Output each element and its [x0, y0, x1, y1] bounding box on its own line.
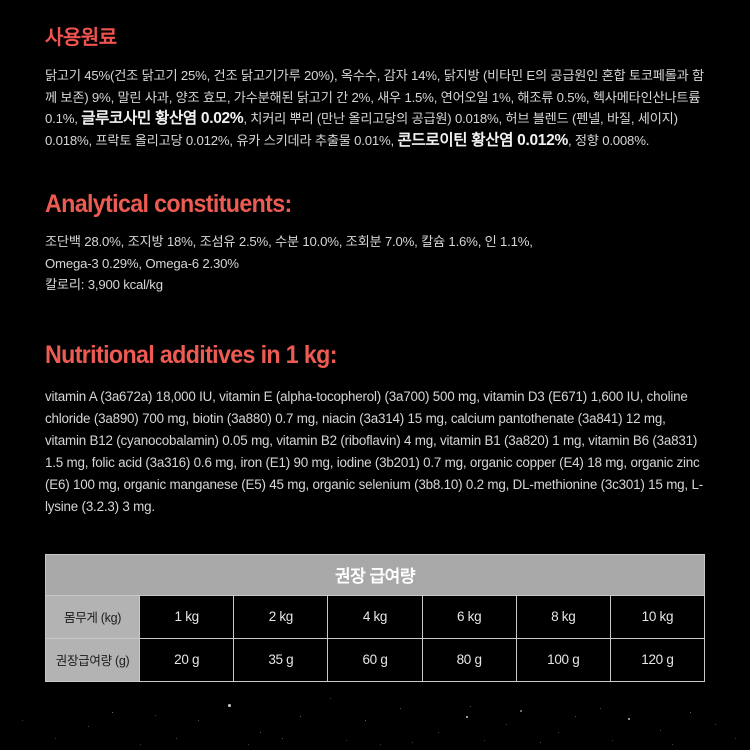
cell-amount-5: 100 g — [515, 637, 611, 682]
nutritional-additives-text: vitamin A (3a672a) 18,000 IU, vitamin E … — [45, 388, 703, 514]
section-analytical-constituents: Analytical constituents: 조단백 28.0%, 조지방 … — [45, 189, 705, 296]
star-particle — [672, 744, 674, 746]
star-particle — [412, 742, 414, 744]
star-particle — [282, 738, 284, 740]
ingredients-highlight-chondroitin: 콘드로이틴 황산염 0.012% — [397, 131, 568, 149]
star-particle — [300, 716, 302, 718]
star-particle — [506, 724, 508, 726]
feeding-guide-table: 권장 급여량 몸무게 (kg) 1 kg 2 kg 4 kg 6 kg 8 kg… — [44, 553, 706, 682]
analytical-line-3-calories: 칼로리: 3,900 kcal/kg — [45, 277, 163, 292]
cell-amount-2: 35 g — [233, 637, 329, 682]
star-particle — [380, 744, 381, 745]
star-particle — [735, 738, 736, 739]
star-particle — [330, 698, 331, 699]
star-particle — [22, 720, 23, 721]
analytical-line-1: 조단백 28.0%, 조지방 18%, 조섬유 2.5%, 수분 10.0%, … — [45, 234, 533, 249]
feeding-table-body: 몸무게 (kg) 1 kg 2 kg 4 kg 6 kg 8 kg 10 kg … — [44, 594, 706, 682]
star-particle — [470, 706, 472, 708]
cell-weight-3: 4 kg — [327, 594, 423, 639]
star-particle — [176, 738, 177, 739]
table-row: 권장급여량 (g) 20 g 35 g 60 g 80 g 100 g 120 … — [44, 637, 706, 682]
star-particle — [600, 708, 602, 710]
analytical-line-2: Omega-3 0.29%, Omega-6 2.30% — [45, 255, 239, 271]
section-ingredients: 사용원료 닭고기 45%(건조 닭고기 25%, 건조 닭고기가루 20%), … — [45, 0, 705, 151]
star-particle — [558, 732, 559, 733]
cell-amount-3: 60 g — [327, 637, 423, 682]
table-row: 몸무게 (kg) 1 kg 2 kg 4 kg 6 kg 8 kg 10 kg — [44, 594, 706, 639]
star-particle — [400, 708, 402, 710]
content-area: 사용원료 닭고기 45%(건조 닭고기 25%, 건조 닭고기가루 20%), … — [45, 0, 705, 518]
table-title-row: 권장 급여량 — [45, 553, 705, 596]
cell-amount-6: 120 g — [609, 637, 706, 682]
ingredients-highlight-glucosamine: 글루코사민 황산염 0.02% — [81, 110, 244, 127]
star-particle — [228, 704, 231, 707]
cell-weight-2: 2 kg — [233, 594, 329, 639]
analytical-constituents-heading: Analytical constituents: — [45, 190, 292, 218]
star-particle — [346, 740, 347, 741]
cell-weight-4: 6 kg — [421, 594, 517, 639]
cell-weight-1: 1 kg — [139, 594, 235, 639]
feeding-table-title: 권장 급여량 — [45, 553, 705, 596]
section-nutritional-additives: Nutritional additives in 1 kg: vitamin A… — [45, 340, 705, 518]
star-particle — [140, 744, 141, 745]
star-particle — [365, 720, 367, 722]
ingredients-text: 닭고기 45%(건조 닭고기 25%, 건조 닭고기가루 20%), 옥수수, … — [45, 65, 705, 151]
star-particle — [112, 712, 114, 714]
star-particle — [540, 742, 542, 744]
ingredients-part-3: , 정향 0.008%. — [567, 132, 650, 148]
star-particle — [484, 740, 485, 741]
ingredients-heading: 사용원료 — [45, 27, 117, 49]
star-particle — [88, 726, 90, 728]
cell-amount-1: 20 g — [139, 637, 235, 682]
row-header-feedamount: 권장급여량 (g) — [44, 637, 141, 682]
feeding-table-head: 권장 급여량 — [45, 553, 705, 596]
star-particle — [715, 724, 716, 725]
star-particle — [438, 732, 439, 733]
star-particle — [612, 740, 613, 741]
star-particle — [198, 720, 200, 722]
star-particle — [520, 710, 522, 712]
star-particle — [55, 738, 56, 739]
star-particle — [575, 716, 577, 718]
row-header-bodyweight: 몸무게 (kg) — [44, 594, 141, 639]
star-particle — [660, 730, 662, 732]
star-particle — [466, 716, 469, 719]
star-particle — [248, 744, 249, 745]
nutritional-additives-heading: Nutritional additives in 1 kg: — [45, 340, 337, 369]
cell-weight-5: 8 kg — [515, 594, 611, 639]
ingredients-part-2: , 치커리 뿌리 (만난 올리고당의 공급원) 0.018%, 허브 블렌드 (… — [45, 111, 678, 148]
cell-weight-6: 10 kg — [609, 594, 706, 639]
feeding-guide-table-wrapper: 권장 급여량 몸무게 (kg) 1 kg 2 kg 4 kg 6 kg 8 kg… — [44, 553, 706, 682]
ingredients-part-1: 닭고기 45%(건조 닭고기 25%, 건조 닭고기가루 20%), 옥수수, … — [45, 68, 704, 126]
cell-amount-4: 80 g — [421, 637, 517, 682]
star-particle — [260, 732, 262, 734]
analytical-body: 조단백 28.0%, 조지방 18%, 조섬유 2.5%, 수분 10.0%, … — [45, 231, 705, 296]
star-particle — [155, 715, 157, 717]
star-particle — [690, 712, 692, 714]
star-particle — [628, 718, 631, 721]
